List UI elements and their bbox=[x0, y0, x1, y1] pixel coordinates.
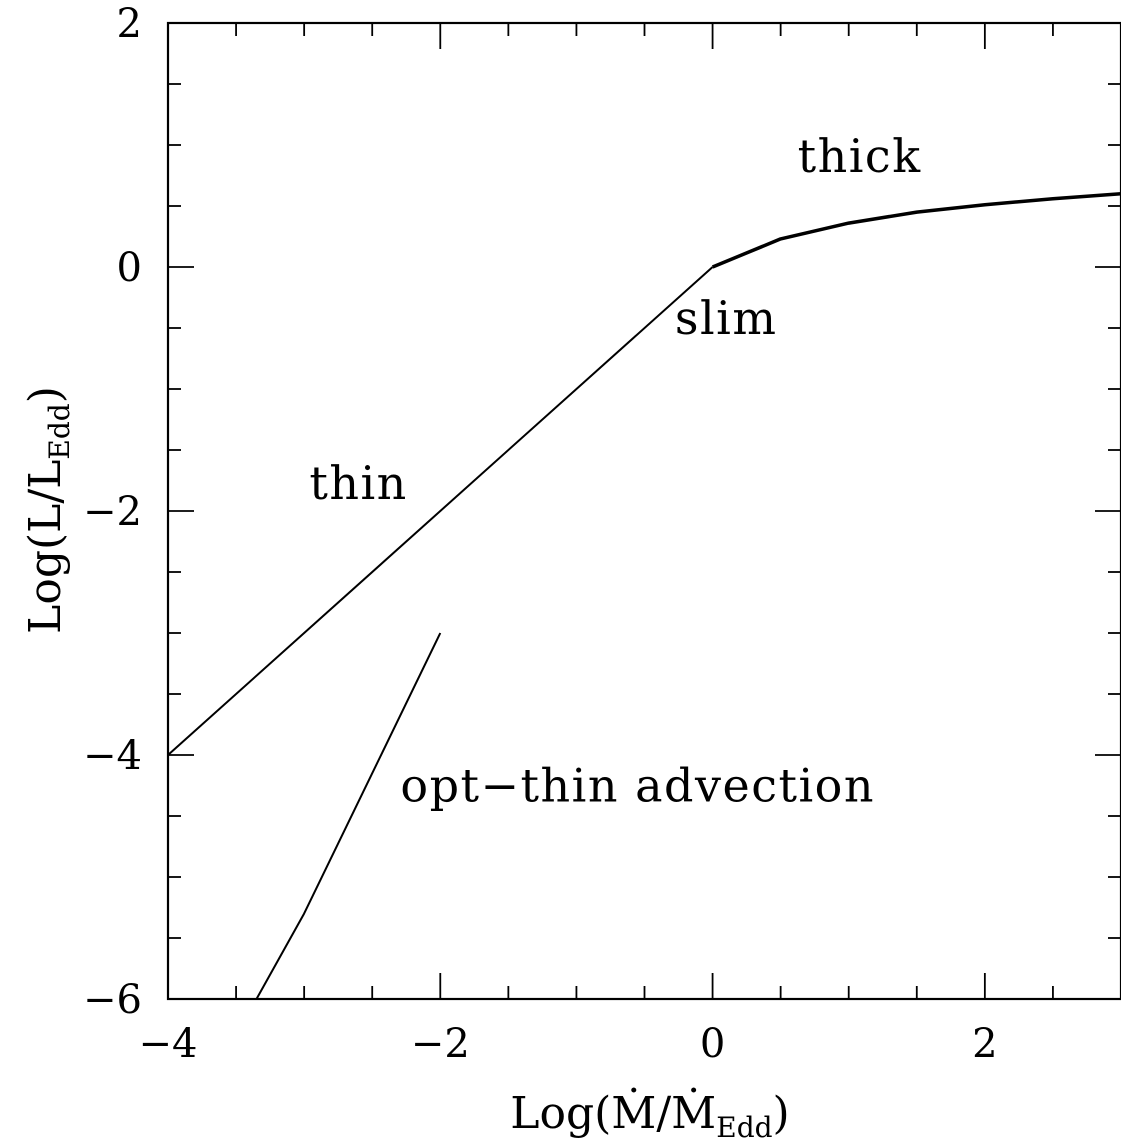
series-group bbox=[167, 192, 1121, 1000]
x-tick-label: −4 bbox=[139, 1021, 198, 1067]
annotation-label: opt−thin advection bbox=[400, 758, 875, 812]
series-line-2 bbox=[711, 192, 1121, 269]
plot-frame bbox=[166, 21, 1121, 1001]
y-axis-title: Log(L/LEdd) bbox=[20, 386, 76, 634]
y-tick-label: −6 bbox=[83, 977, 142, 1023]
plot-border bbox=[166, 21, 1121, 1001]
x-tick-label: 0 bbox=[700, 1021, 725, 1067]
annotation-label: thick bbox=[798, 129, 922, 183]
y-tick-label: −2 bbox=[83, 489, 142, 535]
y-tick-label: 2 bbox=[117, 1, 142, 47]
tick-labels: −4 −2 0 2−6−4−202 bbox=[83, 1, 998, 1067]
annotation-label: slim bbox=[675, 291, 778, 345]
y-tick-label: −4 bbox=[83, 733, 142, 779]
series-line-1 bbox=[167, 266, 714, 756]
x-tick-label: −2 bbox=[411, 1021, 470, 1067]
x-tick-label: 2 bbox=[972, 1021, 997, 1067]
y-tick-label: 0 bbox=[117, 245, 142, 291]
x-axis-title: Log(Ṁ/ṀEdd) bbox=[510, 1086, 789, 1139]
tick-marks bbox=[167, 22, 1121, 1000]
annotations: thick slim thin opt−thin advection bbox=[309, 129, 922, 813]
series-line-3 bbox=[255, 632, 442, 1000]
annotation-label: thin bbox=[309, 456, 407, 510]
